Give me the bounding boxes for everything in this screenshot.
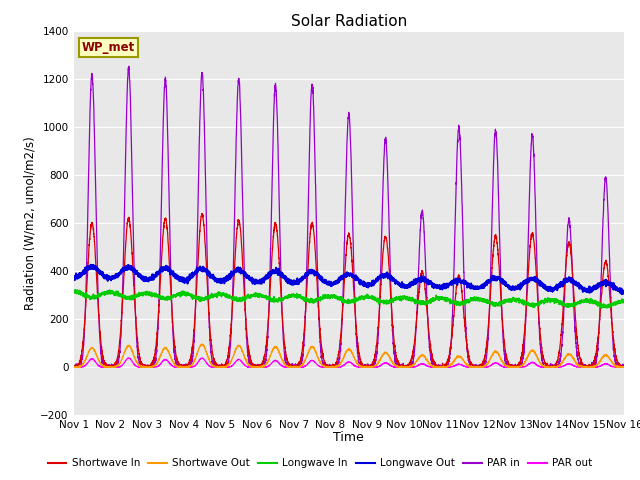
Title: Solar Radiation: Solar Radiation: [291, 13, 407, 29]
Legend: Shortwave In, Shortwave Out, Longwave In, Longwave Out, PAR in, PAR out: Shortwave In, Shortwave Out, Longwave In…: [44, 454, 596, 472]
Text: WP_met: WP_met: [82, 41, 135, 54]
X-axis label: Time: Time: [333, 432, 364, 444]
Y-axis label: Radiation (W/m2, umol/m2/s): Radiation (W/m2, umol/m2/s): [23, 136, 36, 310]
